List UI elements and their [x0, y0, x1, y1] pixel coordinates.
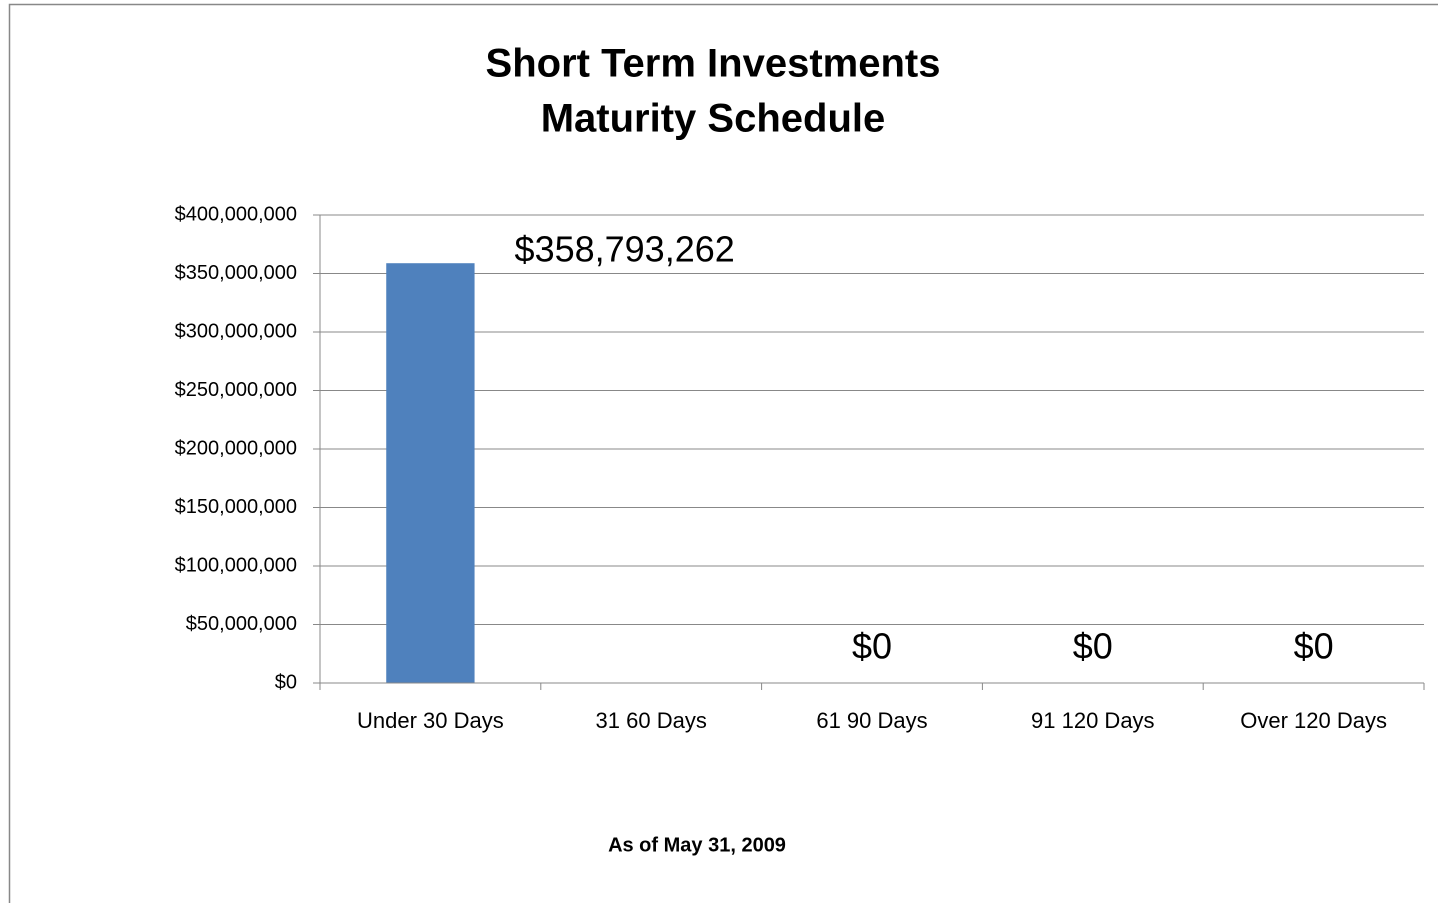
y-tick-label: $150,000,000: [175, 496, 297, 518]
data-label: $358,793,262: [515, 229, 735, 270]
y-tick-label: $300,000,000: [175, 320, 297, 342]
chart-border: [8, 3, 1438, 903]
x-tick-label: 31 60 Days: [596, 708, 707, 733]
y-tick-label: $400,000,000: [175, 203, 297, 225]
x-tick-label: 91 120 Days: [1031, 708, 1155, 733]
data-label: $0: [1294, 626, 1334, 667]
y-tick-label: $100,000,000: [175, 554, 297, 576]
y-tick-label: $0: [275, 671, 297, 693]
x-tick-label: Under 30 Days: [357, 708, 504, 733]
chart-title: Short Term Investments: [486, 42, 941, 86]
y-tick-label: $350,000,000: [175, 262, 297, 284]
data-label: $0: [852, 626, 892, 667]
footnote: As of May 31, 2009: [608, 834, 786, 856]
y-tick-label: $200,000,000: [175, 437, 297, 459]
bar: [386, 263, 475, 683]
x-tick-label: Over 120 Days: [1240, 708, 1387, 733]
y-tick-label: $50,000,000: [186, 613, 297, 635]
y-tick-label: $250,000,000: [175, 379, 297, 401]
x-tick-label: 61 90 Days: [816, 708, 927, 733]
chart-title: Maturity Schedule: [541, 97, 886, 141]
data-label: $0: [1073, 626, 1113, 667]
